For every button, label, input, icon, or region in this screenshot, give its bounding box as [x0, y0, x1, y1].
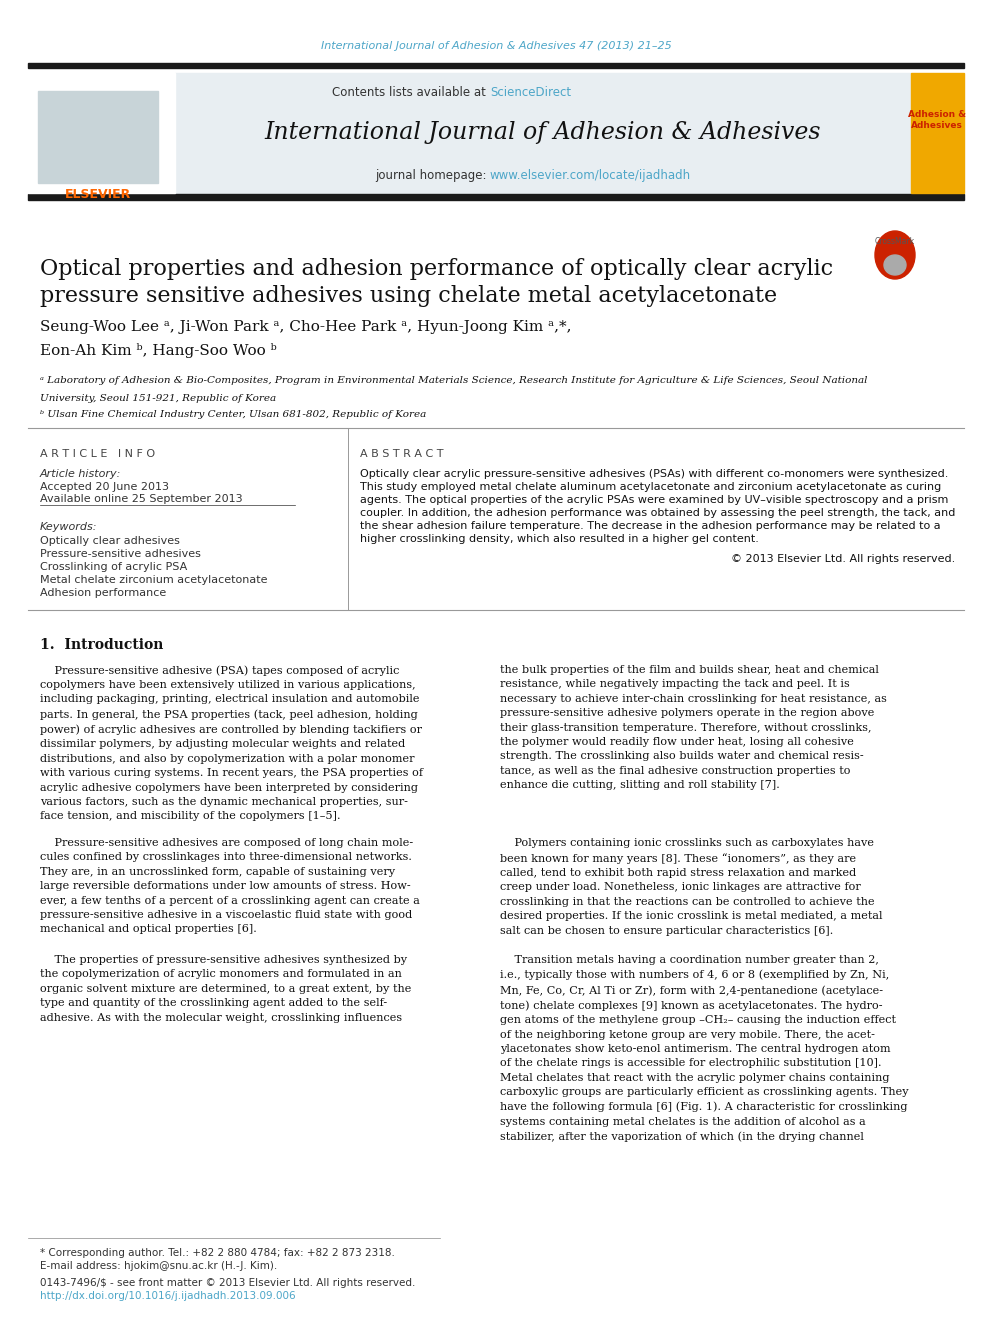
- Text: Contents lists available at: Contents lists available at: [332, 86, 490, 98]
- Text: Seung-Woo Lee ᵃ, Ji-Won Park ᵃ, Cho-Hee Park ᵃ, Hyun-Joong Kim ᵃ,*,: Seung-Woo Lee ᵃ, Ji-Won Park ᵃ, Cho-Hee …: [40, 320, 571, 333]
- Text: International Journal of Adhesion & Adhesives 47 (2013) 21–25: International Journal of Adhesion & Adhe…: [320, 41, 672, 52]
- Text: * Corresponding author. Tel.: +82 2 880 4784; fax: +82 2 873 2318.: * Corresponding author. Tel.: +82 2 880 …: [40, 1248, 395, 1258]
- Text: Transition metals having a coordination number greater than 2,
i.e., typically t: Transition metals having a coordination …: [500, 955, 909, 1142]
- Text: the bulk properties of the film and builds shear, heat and chemical
resistance, : the bulk properties of the film and buil…: [500, 665, 887, 790]
- Text: Adhesion &
Adhesives: Adhesion & Adhesives: [908, 110, 966, 130]
- Text: the shear adhesion failure temperature. The decrease in the adhesion performance: the shear adhesion failure temperature. …: [360, 521, 940, 531]
- Text: journal homepage:: journal homepage:: [375, 168, 490, 181]
- Text: www.elsevier.com/locate/ijadhadh: www.elsevier.com/locate/ijadhadh: [490, 168, 691, 181]
- Text: Metal chelate zirconium acetylacetonate: Metal chelate zirconium acetylacetonate: [40, 576, 268, 585]
- Bar: [175, 73, 911, 193]
- Text: University, Seoul 151-921, Republic of Korea: University, Seoul 151-921, Republic of K…: [40, 394, 276, 404]
- Text: ScienceDirect: ScienceDirect: [490, 86, 571, 98]
- Text: ᵇ Ulsan Fine Chemical Industry Center, Ulsan 681-802, Republic of Korea: ᵇ Ulsan Fine Chemical Industry Center, U…: [40, 410, 427, 419]
- Bar: [28, 73, 175, 193]
- Text: Optical properties and adhesion performance of optically clear acrylic: Optical properties and adhesion performa…: [40, 258, 833, 280]
- Text: agents. The optical properties of the acrylic PSAs were examined by UV–visible s: agents. The optical properties of the ac…: [360, 495, 948, 505]
- Text: Optically clear acrylic pressure-sensitive adhesives (PSAs) with different co-mo: Optically clear acrylic pressure-sensiti…: [360, 468, 948, 479]
- Text: Adhesion performance: Adhesion performance: [40, 587, 167, 598]
- Text: Eon-Ah Kim ᵇ, Hang-Soo Woo ᵇ: Eon-Ah Kim ᵇ, Hang-Soo Woo ᵇ: [40, 343, 277, 359]
- Text: Keywords:: Keywords:: [40, 523, 97, 532]
- Text: Optically clear adhesives: Optically clear adhesives: [40, 536, 180, 546]
- Text: Pressure-sensitive adhesives: Pressure-sensitive adhesives: [40, 549, 200, 560]
- Text: Accepted 20 June 2013: Accepted 20 June 2013: [40, 482, 169, 492]
- Text: International Journal of Adhesion & Adhesives: International Journal of Adhesion & Adhe…: [265, 122, 821, 144]
- Bar: [38, 91, 158, 183]
- Text: 1.  Introduction: 1. Introduction: [40, 638, 164, 652]
- Bar: [911, 73, 964, 193]
- Bar: [28, 194, 964, 200]
- Text: coupler. In addition, the adhesion performance was obtained by assessing the pee: coupler. In addition, the adhesion perfo…: [360, 508, 955, 519]
- Text: Polymers containing ionic crosslinks such as carboxylates have
been known for ma: Polymers containing ionic crosslinks suc…: [500, 837, 883, 935]
- Text: Available online 25 September 2013: Available online 25 September 2013: [40, 493, 243, 504]
- Text: 0143-7496/$ - see front matter © 2013 Elsevier Ltd. All rights reserved.: 0143-7496/$ - see front matter © 2013 El…: [40, 1278, 416, 1289]
- Text: ᵃ Laboratory of Adhesion & Bio-Composites, Program in Environmental Materials Sc: ᵃ Laboratory of Adhesion & Bio-Composite…: [40, 376, 867, 385]
- Text: higher crosslinking density, which also resulted in a higher gel content.: higher crosslinking density, which also …: [360, 534, 759, 544]
- Text: CrossMark: CrossMark: [875, 238, 915, 246]
- Text: The properties of pressure-sensitive adhesives synthesized by
the copolymerizati: The properties of pressure-sensitive adh…: [40, 955, 412, 1023]
- Text: Crosslinking of acrylic PSA: Crosslinking of acrylic PSA: [40, 562, 187, 572]
- Text: Article history:: Article history:: [40, 468, 121, 479]
- Text: pressure sensitive adhesives using chelate metal acetylacetonate: pressure sensitive adhesives using chela…: [40, 284, 777, 307]
- Text: This study employed metal chelate aluminum acetylacetonate and zirconium acetyla: This study employed metal chelate alumin…: [360, 482, 941, 492]
- Text: A B S T R A C T: A B S T R A C T: [360, 448, 443, 459]
- Ellipse shape: [884, 255, 906, 275]
- Text: E-mail address: hjokim@snu.ac.kr (H.-J. Kim).: E-mail address: hjokim@snu.ac.kr (H.-J. …: [40, 1261, 277, 1271]
- Text: ELSEVIER: ELSEVIER: [64, 188, 131, 201]
- Text: Pressure-sensitive adhesives are composed of long chain mole-
cules confined by : Pressure-sensitive adhesives are compose…: [40, 837, 420, 934]
- Ellipse shape: [875, 232, 915, 279]
- Text: Pressure-sensitive adhesive (PSA) tapes composed of acrylic
copolymers have been: Pressure-sensitive adhesive (PSA) tapes …: [40, 665, 423, 822]
- Text: http://dx.doi.org/10.1016/j.ijadhadh.2013.09.006: http://dx.doi.org/10.1016/j.ijadhadh.201…: [40, 1291, 296, 1301]
- Bar: [28, 64, 964, 67]
- Text: © 2013 Elsevier Ltd. All rights reserved.: © 2013 Elsevier Ltd. All rights reserved…: [731, 554, 955, 564]
- Text: A R T I C L E   I N F O: A R T I C L E I N F O: [40, 448, 155, 459]
